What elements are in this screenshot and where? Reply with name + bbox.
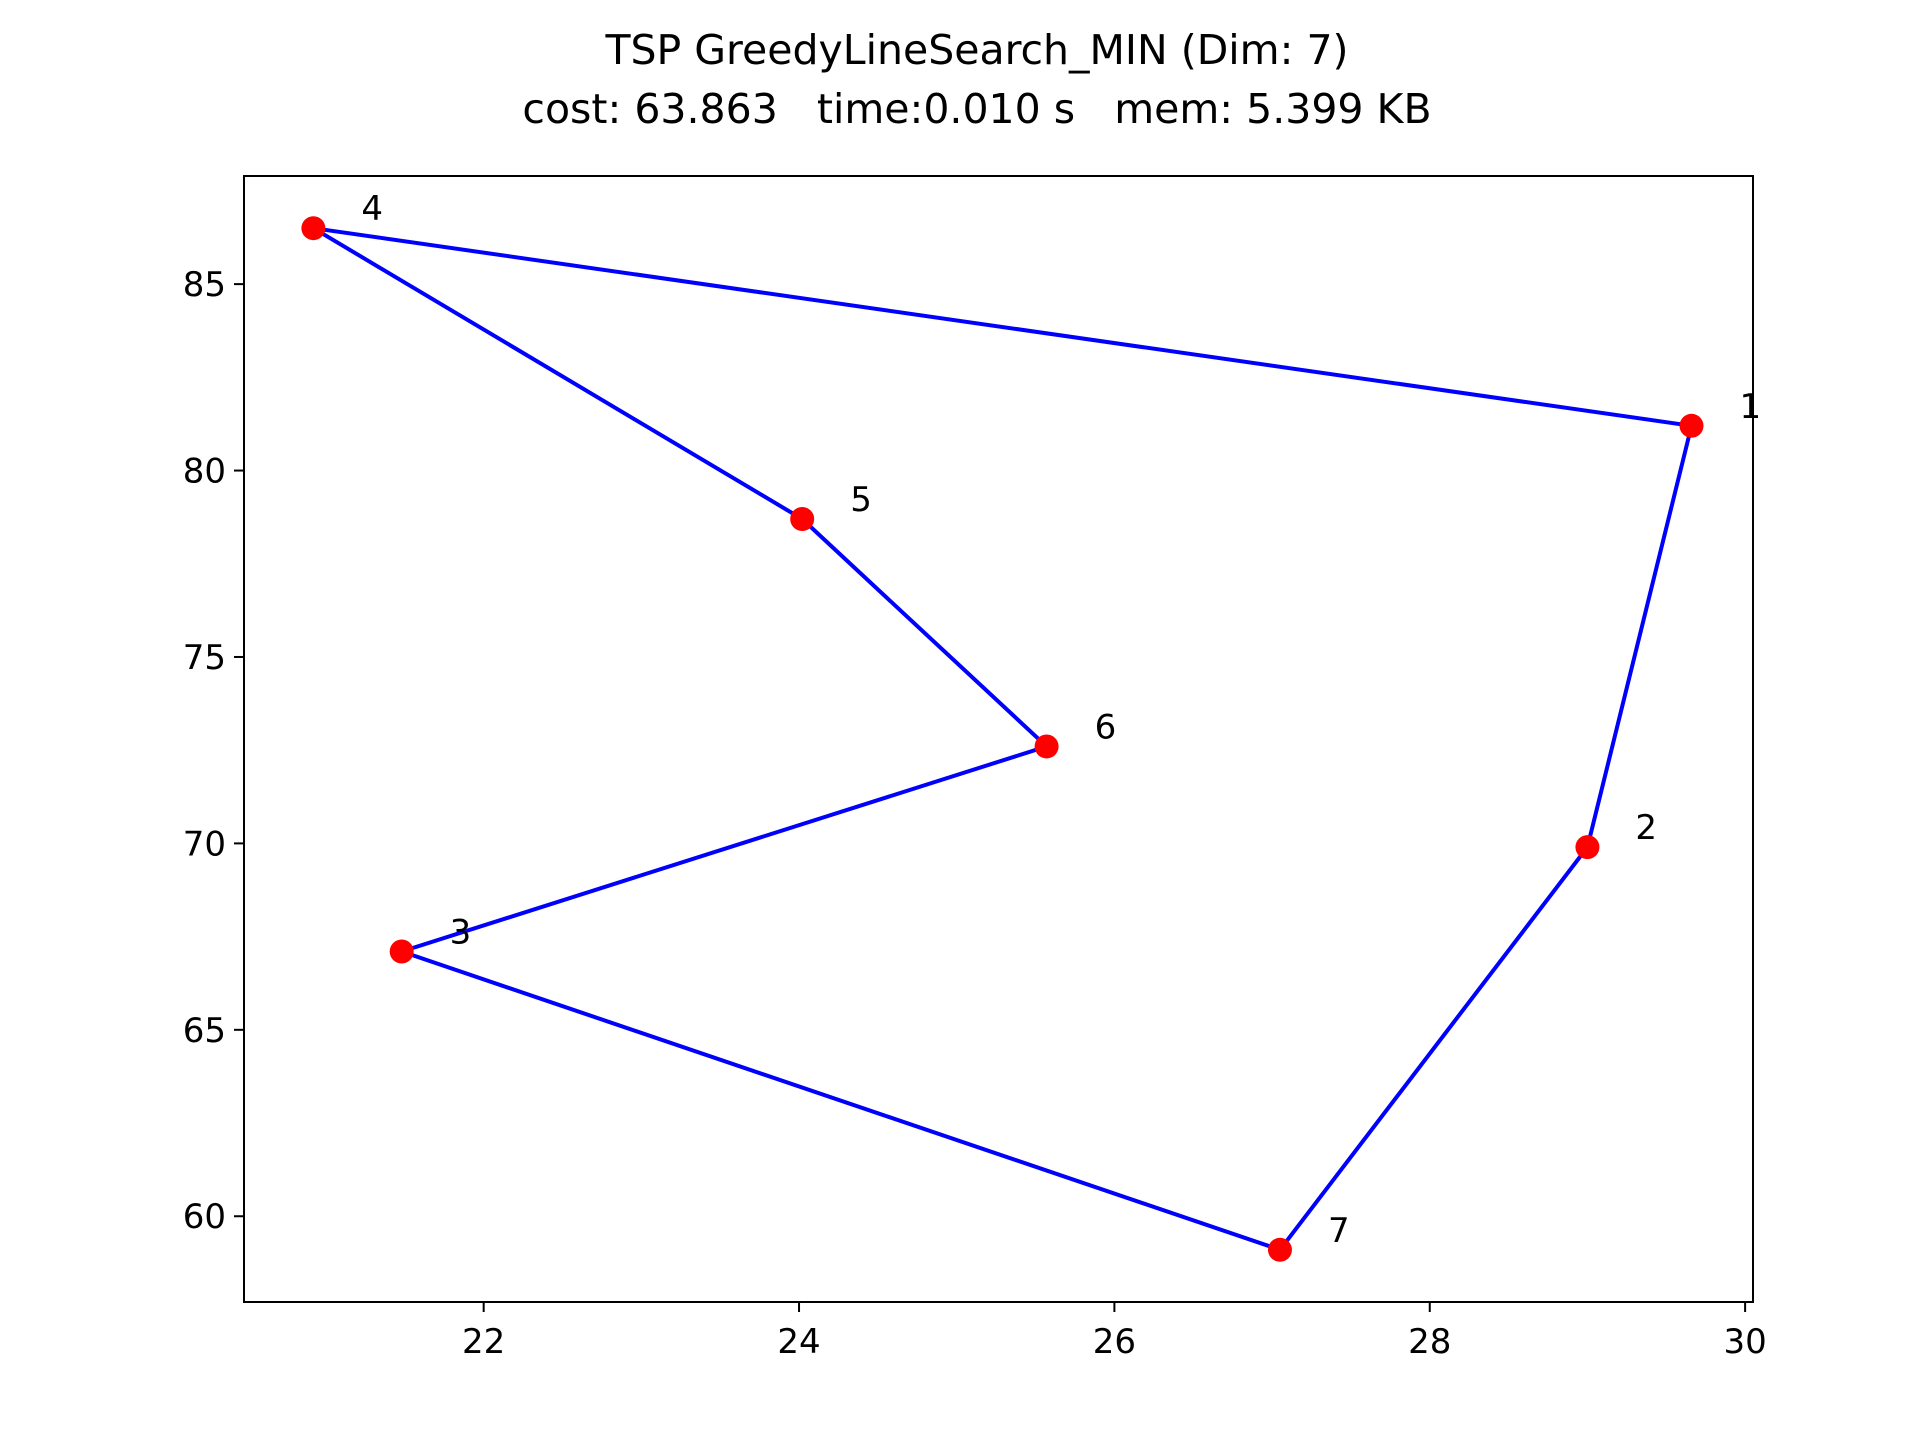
chart-title: TSP GreedyLineSearch_MIN (Dim: 7) — [604, 26, 1348, 74]
route-segment — [311, 226, 805, 522]
city-label: 3 — [450, 913, 472, 953]
x-tick-label: 28 — [1408, 1322, 1451, 1362]
city-label: 1 — [1740, 387, 1762, 427]
x-tick-label: 30 — [1723, 1322, 1766, 1362]
city-point — [1267, 1237, 1292, 1262]
city-point — [301, 216, 326, 241]
x-tick-label: 26 — [1093, 1322, 1136, 1362]
city-label: 4 — [361, 189, 383, 229]
route-segment — [1585, 423, 1694, 850]
y-tick-label: 80 — [183, 452, 226, 492]
route-segment — [399, 744, 1049, 954]
y-tick-label: 85 — [183, 265, 226, 305]
y-tick-label: 60 — [183, 1197, 226, 1237]
city-point — [389, 939, 414, 964]
y-tick-label: 70 — [183, 824, 226, 864]
chart-subtitle: cost: 63.863 time:0.010 s mem: 5.399 KB — [522, 85, 1431, 133]
city-label: 5 — [850, 480, 872, 520]
city-label: 2 — [1635, 808, 1657, 848]
y-tick-label: 65 — [183, 1011, 226, 1051]
route-segment — [399, 949, 1282, 1252]
x-tick-label: 24 — [777, 1322, 820, 1362]
city-point — [790, 507, 815, 532]
x-tick-label: 22 — [462, 1322, 505, 1362]
y-tick-label: 75 — [183, 638, 226, 678]
route-segment — [311, 226, 1694, 428]
city-point — [1679, 413, 1704, 438]
route-segment — [800, 517, 1049, 749]
plot-frame — [243, 175, 1754, 1303]
city-point — [1575, 835, 1600, 860]
route-segment — [1277, 845, 1590, 1252]
city-label: 6 — [1095, 707, 1117, 747]
city-label: 7 — [1328, 1211, 1350, 1251]
city-point — [1034, 734, 1059, 759]
